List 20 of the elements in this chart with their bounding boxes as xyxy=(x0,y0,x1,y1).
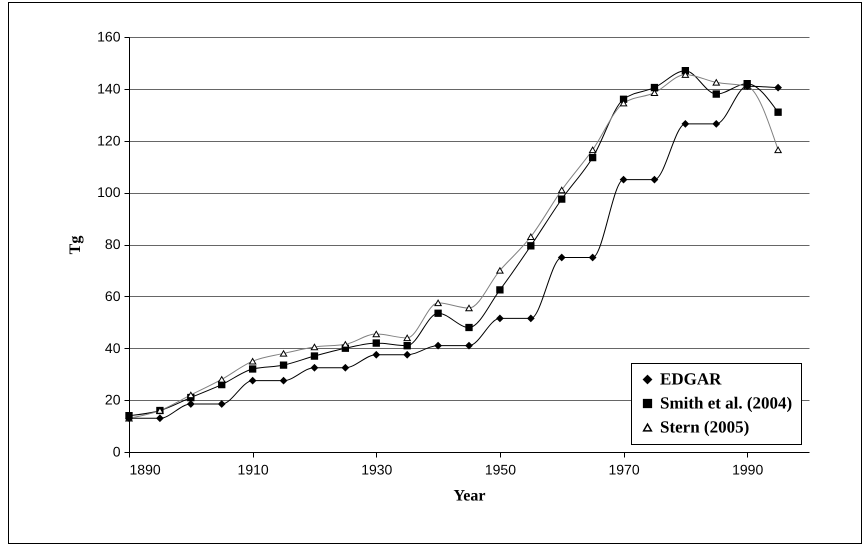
x-tick-label: 1890 xyxy=(130,462,161,478)
y-tick-label: 140 xyxy=(97,80,121,96)
y-tick-label: 120 xyxy=(97,132,121,148)
y-tick-label: 80 xyxy=(104,236,121,252)
y-tick-label: 60 xyxy=(104,288,121,304)
y-tick-label: 160 xyxy=(97,28,121,44)
y-tick-label: 20 xyxy=(104,392,121,408)
x-tick-label: 1910 xyxy=(238,462,269,478)
y-tick-label: 100 xyxy=(97,184,121,200)
y-axis-title: Tg xyxy=(67,236,84,254)
y-tick-label: 40 xyxy=(104,340,121,356)
x-tick-label: 1930 xyxy=(361,462,393,478)
x-axis-title: Year xyxy=(454,488,486,504)
legend-label: EDGAR xyxy=(660,370,722,388)
x-tick-label: 1990 xyxy=(732,462,764,478)
x-tick-label: 1970 xyxy=(608,462,640,478)
legend-label: Smith et al. (2004) xyxy=(660,394,792,412)
legend-label: Stern (2005) xyxy=(660,418,750,436)
y-tick-label: 0 xyxy=(112,444,121,460)
x-tick-label: 1950 xyxy=(484,462,516,478)
